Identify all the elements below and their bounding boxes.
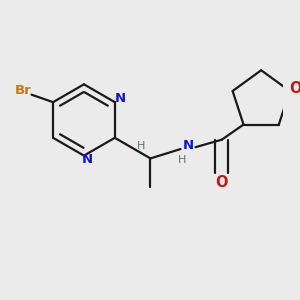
- Text: Br: Br: [15, 84, 32, 98]
- Text: N: N: [182, 139, 194, 152]
- Text: O: O: [289, 81, 300, 96]
- Text: N: N: [115, 92, 126, 105]
- Text: H: H: [178, 155, 187, 165]
- Text: O: O: [215, 175, 228, 190]
- Text: H: H: [137, 141, 145, 151]
- Text: N: N: [82, 153, 93, 166]
